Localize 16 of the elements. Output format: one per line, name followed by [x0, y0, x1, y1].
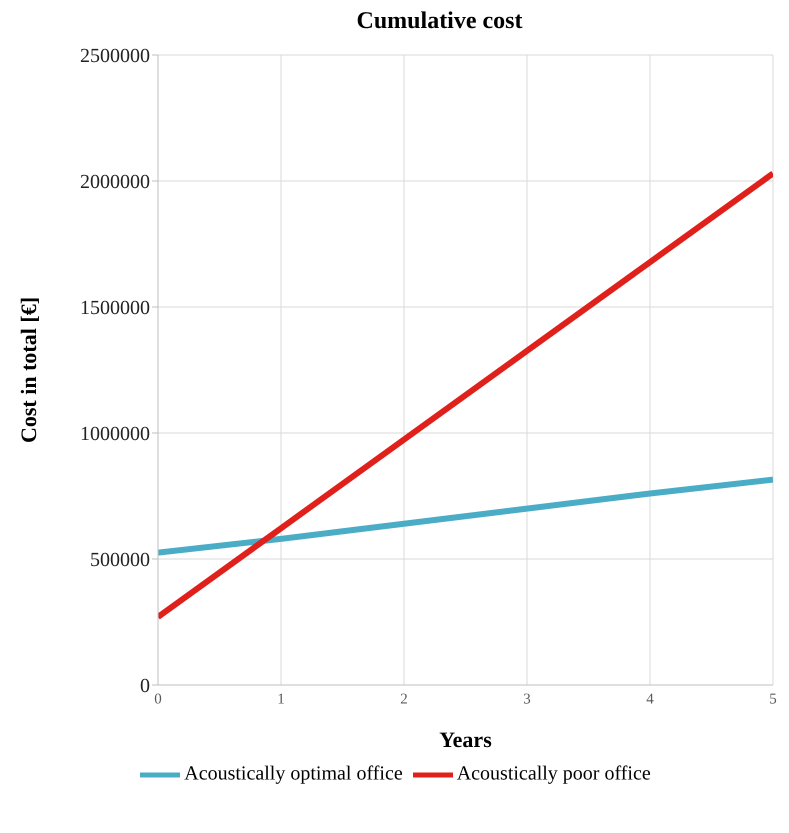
x-tick-label: 0 [154, 692, 162, 708]
y-tick-label: 2500000 [80, 45, 150, 68]
chart-title: Cumulative cost [356, 8, 524, 35]
y-tick-label: 1500000 [80, 297, 150, 320]
y-tick-label: 2000000 [80, 171, 150, 194]
x-tick-label: 1 [277, 692, 285, 708]
x-tick-label: 2 [400, 692, 408, 708]
x-axis-title: Years [439, 727, 492, 752]
x-tick-label: 4 [646, 692, 654, 708]
legend-label: Acoustically optimal office [184, 762, 403, 785]
x-tick-label: 5 [769, 692, 777, 708]
y-tick-label: 1000000 [80, 423, 150, 446]
legend-label: Acoustically poor office [456, 762, 651, 785]
x-tick-label: 3 [523, 692, 531, 708]
y-tick-label: 500000 [90, 549, 150, 572]
y-axis-title: Cost in total [€] [16, 296, 41, 444]
